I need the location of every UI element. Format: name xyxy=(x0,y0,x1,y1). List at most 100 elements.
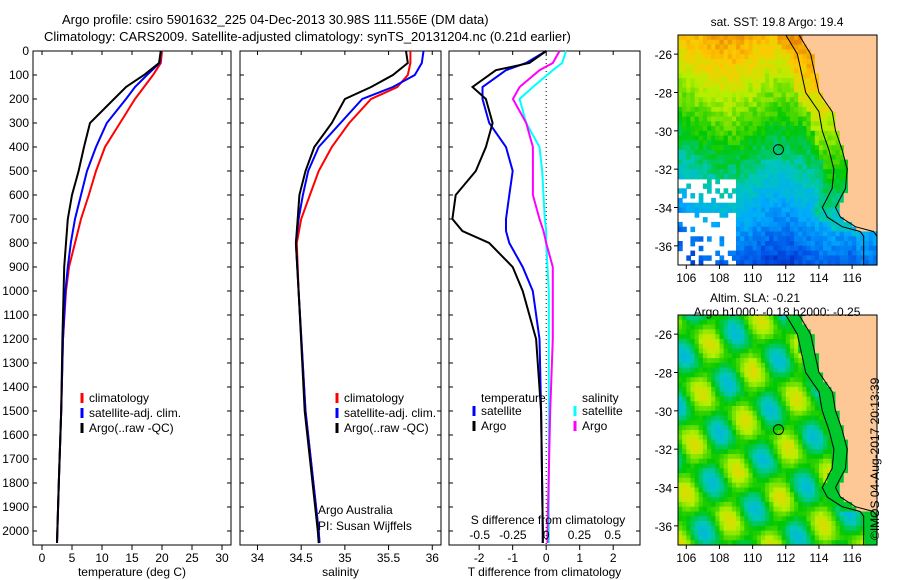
map-cell xyxy=(872,343,878,350)
map-cell xyxy=(798,386,803,393)
map-cell xyxy=(752,35,758,41)
map-cell xyxy=(765,59,770,65)
map-cell xyxy=(711,367,716,374)
map-cell xyxy=(823,241,828,247)
map-cell xyxy=(702,35,708,41)
map-cell xyxy=(698,473,704,479)
map-cell xyxy=(839,202,845,209)
map-cell xyxy=(831,255,837,261)
map-cell xyxy=(769,54,774,60)
map-cell xyxy=(765,410,770,417)
map-cell xyxy=(690,425,696,431)
map-cell xyxy=(856,540,861,546)
map-cell xyxy=(773,164,779,170)
map-cell xyxy=(856,102,861,108)
map-cell xyxy=(760,217,766,223)
map-cell xyxy=(707,343,712,350)
map-cell xyxy=(831,535,837,541)
map-cell xyxy=(727,126,733,132)
map-cell xyxy=(756,415,762,421)
map-cell xyxy=(823,324,828,330)
map-cell xyxy=(806,154,812,161)
map-cell xyxy=(719,477,725,484)
map-cell xyxy=(835,535,841,541)
map-cell xyxy=(740,111,745,118)
map-cell xyxy=(694,106,700,113)
map-cell xyxy=(823,226,828,233)
map-cell xyxy=(769,497,774,503)
map-cell xyxy=(707,430,712,436)
map-cell xyxy=(872,49,878,55)
map-cell xyxy=(698,521,704,527)
map-cell xyxy=(802,73,808,79)
map-cell xyxy=(698,116,704,122)
map-cell xyxy=(831,49,837,55)
map-cell xyxy=(843,35,849,41)
map-cell xyxy=(852,362,857,369)
map-cell xyxy=(731,415,737,421)
map-cell xyxy=(839,444,845,450)
map-cell xyxy=(769,506,774,513)
map-cell xyxy=(860,260,866,266)
map-cell xyxy=(752,159,758,165)
map-cell xyxy=(769,111,774,118)
map-cell xyxy=(823,473,828,479)
map-cell xyxy=(839,497,845,503)
map-cell xyxy=(702,386,708,393)
map-cell xyxy=(773,207,779,213)
map-cell xyxy=(698,164,704,170)
map-cell xyxy=(860,343,866,350)
map-cell xyxy=(740,477,745,484)
map-cell xyxy=(864,116,870,122)
map-cell xyxy=(723,420,729,426)
map-cell xyxy=(748,386,754,393)
map-cell xyxy=(760,444,766,450)
map-cell xyxy=(698,377,704,383)
map-cell xyxy=(686,150,691,156)
map-cell xyxy=(711,501,716,508)
map-cell xyxy=(798,111,803,118)
map-cell xyxy=(694,372,700,378)
map-cell xyxy=(702,68,708,74)
map-cell xyxy=(839,102,845,108)
map-cell xyxy=(868,202,874,209)
map-cell xyxy=(752,535,758,541)
map-cell xyxy=(835,202,841,209)
map-cell xyxy=(765,135,770,141)
map-cell xyxy=(773,482,779,489)
map-cell xyxy=(756,449,762,455)
map-cell xyxy=(678,92,683,98)
map-cell xyxy=(702,468,708,474)
map-cell xyxy=(707,391,712,398)
map-cell xyxy=(794,477,799,484)
map-cell xyxy=(864,154,870,161)
map-cell xyxy=(777,140,783,146)
map-cell xyxy=(798,497,803,503)
map-cell xyxy=(802,386,808,393)
map-cell xyxy=(802,339,808,345)
map-cell xyxy=(731,339,737,345)
map-cell xyxy=(690,73,696,79)
map-cell xyxy=(756,35,762,41)
map-cell xyxy=(810,78,816,84)
map-cell xyxy=(740,377,745,383)
map-cell xyxy=(864,449,870,455)
map-cell xyxy=(744,420,749,426)
map-cell xyxy=(777,454,783,460)
map-cell xyxy=(852,439,857,445)
map-cell xyxy=(736,188,741,194)
map-cell xyxy=(719,150,725,156)
map-cell xyxy=(810,130,816,137)
map-cell xyxy=(831,415,837,421)
map-cell xyxy=(839,44,845,50)
map-cell xyxy=(823,358,828,364)
map-cell xyxy=(835,49,841,55)
map-cell xyxy=(765,106,770,113)
map-cell xyxy=(678,97,683,103)
map-cell xyxy=(702,444,708,450)
map-cell xyxy=(823,87,828,94)
map-cell xyxy=(698,358,704,364)
map-cell xyxy=(769,82,774,89)
map-cell xyxy=(852,482,857,489)
map-cell xyxy=(707,106,712,113)
